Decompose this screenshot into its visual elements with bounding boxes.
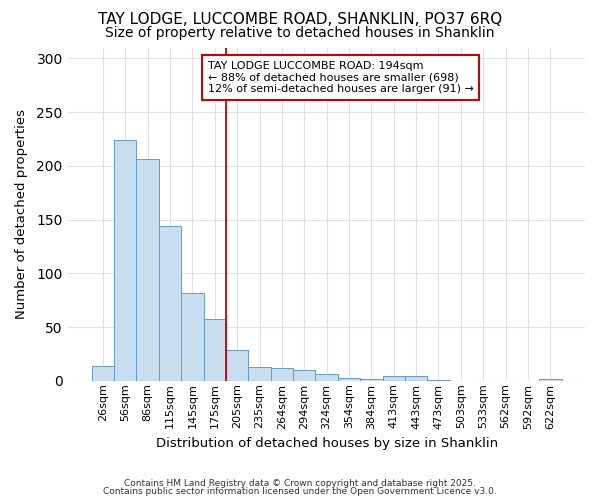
Bar (539, 378, 562, 381)
Bar (383, 376, 405, 381)
Bar (338, 378, 360, 381)
Y-axis label: Number of detached properties: Number of detached properties (15, 109, 28, 319)
Text: Contains HM Land Registry data © Crown copyright and database right 2025.: Contains HM Land Registry data © Crown c… (124, 478, 476, 488)
Bar (159, 226, 181, 381)
Bar (427, 380, 449, 381)
Text: Size of property relative to detached houses in Shanklin: Size of property relative to detached ho… (105, 26, 495, 40)
X-axis label: Distribution of detached houses by size in Shanklin: Distribution of detached houses by size … (155, 437, 497, 450)
Bar (405, 376, 427, 381)
Text: TAY LODGE, LUCCOMBE ROAD, SHANKLIN, PO37 6RQ: TAY LODGE, LUCCOMBE ROAD, SHANKLIN, PO37… (98, 12, 502, 28)
Bar (181, 292, 203, 381)
Bar (248, 367, 271, 381)
Bar (92, 366, 114, 381)
Text: TAY LODGE LUCCOMBE ROAD: 194sqm
← 88% of detached houses are smaller (698)
12% o: TAY LODGE LUCCOMBE ROAD: 194sqm ← 88% of… (208, 61, 473, 94)
Bar (271, 368, 293, 381)
Bar (114, 140, 136, 381)
Bar (293, 370, 316, 381)
Bar (316, 374, 338, 381)
Bar (360, 378, 383, 381)
Bar (203, 320, 226, 381)
Bar (226, 350, 248, 381)
Text: Contains public sector information licensed under the Open Government Licence v3: Contains public sector information licen… (103, 487, 497, 496)
Bar (136, 160, 159, 381)
